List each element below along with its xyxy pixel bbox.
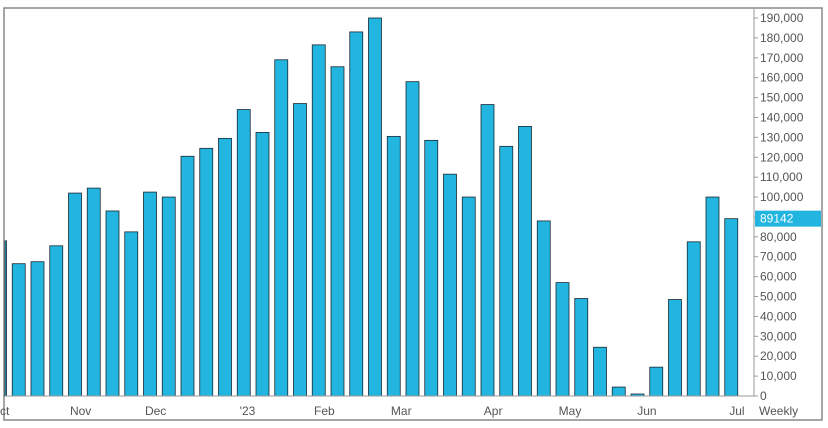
y-tick-label: 110,000 — [760, 170, 803, 184]
bar — [499, 145, 514, 397]
x-tick-label: '23 — [240, 404, 256, 418]
y-tick-label: 20,000 — [760, 349, 797, 363]
x-tick-label: Apr — [484, 404, 503, 418]
y-tick-label: 120,000 — [760, 150, 804, 164]
bar — [424, 139, 439, 397]
bar — [330, 66, 345, 397]
last-value-label: 89142 — [760, 212, 794, 226]
bar — [724, 218, 739, 397]
bar — [536, 220, 551, 397]
bar — [518, 126, 532, 397]
y-tick-label: 30,000 — [760, 329, 797, 343]
y-tick-label: 190,000 — [760, 11, 804, 25]
bar — [705, 196, 720, 397]
y-tick-label: 170,000 — [760, 51, 804, 65]
y-tick-label: 50,000 — [760, 290, 797, 304]
x-axis-ticks: Oct Nov Dec '23 Feb Mar Apr May Jun Jul — [0, 404, 745, 418]
last-value-box — [755, 210, 821, 227]
bar — [386, 135, 401, 397]
bar — [105, 210, 120, 397]
bar — [124, 231, 139, 397]
y-tick-label: 80,000 — [760, 230, 797, 244]
y-tick-label: 180,000 — [760, 31, 804, 45]
bar — [4, 240, 7, 397]
bar — [649, 366, 664, 397]
bar — [49, 245, 64, 397]
bar — [11, 263, 26, 397]
bar-series — [4, 17, 739, 397]
bar — [30, 261, 45, 397]
x-tick-label: Nov — [70, 404, 91, 418]
y-tick-label: 70,000 — [760, 250, 797, 264]
bar — [593, 346, 607, 397]
x-tick-label: Jun — [637, 404, 656, 418]
bar — [311, 44, 326, 397]
bar — [668, 299, 682, 397]
bar — [161, 196, 176, 397]
y-tick-label: 100,000 — [760, 190, 804, 204]
bar — [236, 109, 251, 397]
frequency-label: Weekly — [759, 404, 798, 418]
x-tick-label: May — [559, 404, 582, 418]
bar — [143, 191, 157, 397]
y-tick-label: 160,000 — [760, 71, 804, 85]
bar — [480, 104, 495, 397]
bar — [349, 31, 364, 397]
bar — [255, 131, 270, 397]
x-tick-label: Oct — [0, 404, 10, 418]
bar — [368, 17, 382, 397]
x-tick-label: Mar — [391, 404, 412, 418]
bar — [199, 147, 214, 397]
bar — [218, 137, 232, 397]
bar — [293, 103, 307, 397]
y-tick-label: 150,000 — [760, 91, 804, 105]
bar — [461, 196, 476, 397]
bar — [611, 386, 626, 397]
y-axis-ticks: 0 10,000 20,000 30,000 40,000 50,000 60,000 70,… — [754, 11, 804, 403]
bar — [405, 81, 420, 397]
bar — [180, 155, 195, 397]
bar — [86, 187, 101, 397]
bar — [68, 192, 82, 397]
bar — [686, 241, 701, 397]
x-tick-label: Jul — [729, 404, 744, 418]
bar — [443, 173, 457, 397]
bar — [274, 59, 289, 397]
y-tick-label: 10,000 — [760, 369, 797, 383]
x-tick-label: Dec — [145, 404, 166, 418]
bar — [555, 282, 570, 397]
y-tick-label: 130,000 — [760, 130, 804, 144]
y-tick-label: 40,000 — [760, 309, 797, 323]
bar — [574, 298, 589, 397]
y-tick-label: 0 — [760, 389, 767, 403]
x-tick-label: Feb — [314, 404, 335, 418]
y-tick-label: 140,000 — [760, 110, 804, 124]
y-tick-label: 60,000 — [760, 270, 797, 284]
